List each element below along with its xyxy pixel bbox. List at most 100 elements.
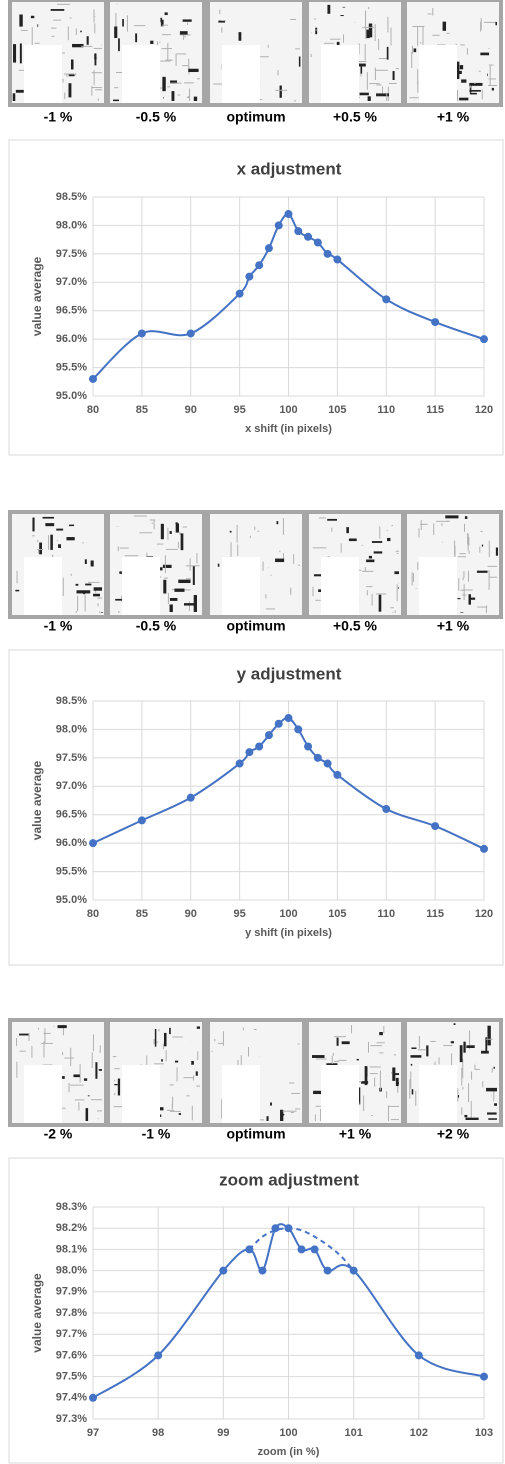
blank-region [321,1065,359,1123]
data-point [323,759,332,768]
strip-label: +1 % [437,618,470,634]
x-tick-label: 103 [475,1427,493,1439]
data-point [255,261,264,270]
data-point [235,289,244,298]
x-tick-label: 115 [426,908,444,920]
x-tick-label: 85 [136,908,148,920]
chart-frame [8,1157,504,1464]
chart-frame [8,649,504,966]
y-tick-label: 95.5% [56,361,87,373]
data-point [304,742,313,751]
x-tick-label: 85 [136,404,148,416]
x-tick-label: 99 [217,1427,229,1439]
strip-label: +1 % [437,109,470,125]
data-point [219,1266,228,1275]
blank-region [321,557,359,615]
data-point [304,232,313,241]
strip-label: +0.5 % [333,109,378,125]
data-point [284,714,293,723]
y-tick-label: 98.5% [56,191,87,203]
strip-label: -0.5 % [136,109,177,125]
data-point [349,1266,358,1275]
y-tick-label: 97.6% [56,1349,87,1361]
x-tick-label: 98 [152,1427,164,1439]
y-axis-title: value average [30,1273,44,1353]
x-axis-title: x shift (in pixels) [245,423,332,435]
data-point [89,839,97,848]
blank-region [122,1065,160,1123]
chart-frame [8,139,504,456]
image-panel [403,510,503,619]
image-panel [305,0,405,107]
data-point [284,210,293,219]
chart-title: y adjustment [237,664,342,683]
image-panel [8,1018,108,1127]
data-point [137,816,146,825]
y-axis-title: value average [30,256,44,336]
y-tick-label: 95.5% [56,865,87,877]
y-tick-label: 97.8% [56,1307,87,1319]
data-point [89,374,97,383]
data-point [480,335,488,344]
data-point [154,1351,163,1360]
x-tick-label: 102 [410,1427,428,1439]
y-tick-label: 96.0% [56,837,87,849]
y-tick-label: 98.2% [56,1222,87,1234]
data-point [235,759,244,768]
data-point [89,1393,97,1402]
y-tick-label: 97.3% [56,1413,87,1425]
strip-label: optimum [226,1126,285,1142]
y-tick-label: 95.0% [56,894,87,906]
image-panel [403,1018,503,1127]
image-panel [106,1018,206,1127]
x-tick-label: 90 [185,908,197,920]
x-tick-label: 95 [234,404,246,416]
image-panel [8,510,108,619]
data-point [313,753,322,762]
y-tick-label: 95.0% [56,390,87,402]
data-point [294,227,303,236]
data-point [186,793,195,802]
strip-label: -1 % [44,618,73,634]
strip-label: optimum [226,109,285,125]
data-point [480,1372,488,1381]
blank-region [321,45,359,103]
data-point [186,329,195,338]
x-tick-label: 101 [344,1427,362,1439]
data-point [258,1266,267,1275]
y-tick-label: 97.0% [56,780,87,792]
image-panel [206,0,306,107]
image-panel [206,1018,306,1127]
y-tick-label: 98.0% [56,723,87,735]
blank-region [24,557,62,615]
data-point [274,221,283,230]
data-point [431,822,440,831]
y-tick-label: 98.5% [56,695,87,707]
x-tick-label: 95 [234,908,246,920]
y-tick-label: 97.5% [56,1371,87,1383]
data-point [480,844,488,853]
data-point [297,1245,306,1254]
blank-region [419,45,457,103]
blank-region [419,1065,457,1123]
y-tick-label: 97.7% [56,1328,87,1340]
data-point [382,805,391,814]
series-line [248,1227,355,1272]
data-point [264,244,273,253]
y-tick-label: 97.0% [56,276,87,288]
strip-label: +0.5 % [333,618,378,634]
data-point [255,742,264,751]
blank-region [122,45,160,103]
strip-label: -2 % [44,1126,73,1142]
strip-label: -1 % [142,1126,171,1142]
x-axis-title: y shift (in pixels) [245,927,332,939]
x-tick-label: 90 [185,404,197,416]
x-tick-label: 105 [328,404,346,416]
x-tick-label: 120 [475,908,493,920]
strip-label: optimum [226,618,285,634]
x-tick-label: 100 [279,404,297,416]
image-panel [106,510,206,619]
y-tick-label: 98.0% [56,1265,87,1277]
image-panel [8,0,108,107]
